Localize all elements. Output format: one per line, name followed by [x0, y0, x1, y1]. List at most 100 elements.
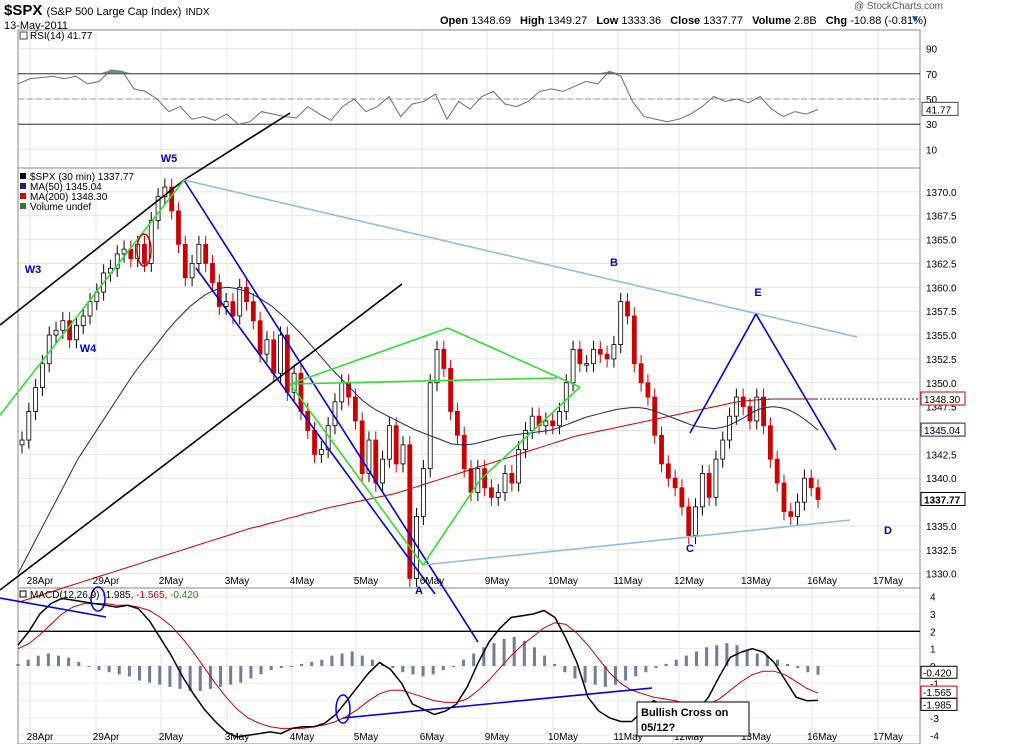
- candle-body: [727, 415, 732, 441]
- ma50-line: [17, 286, 819, 574]
- x-axis-tick-label: 13May: [741, 576, 771, 587]
- candle-body: [706, 473, 712, 498]
- channel-upper-line: [0, 179, 185, 326]
- candle-body: [774, 458, 780, 484]
- x-axis-tick-label: 5May: [354, 576, 378, 587]
- macd-histogram-bar: [462, 659, 466, 666]
- price-legend-swatch: [20, 193, 26, 199]
- macd-x-axis-tick-label: 11May: [613, 732, 642, 743]
- macd-histogram-bar: [77, 661, 81, 666]
- macd-x-axis-tick-label: 13May: [741, 732, 771, 743]
- candle-body: [591, 348, 596, 365]
- candle-body: [196, 243, 202, 264]
- macd-histogram-bar: [188, 666, 192, 691]
- x-axis-tick-label: 11May: [613, 576, 642, 587]
- macd-histogram-bar: [806, 666, 810, 673]
- candle-body: [550, 420, 556, 427]
- stat-value-low: 1333.36: [621, 15, 665, 27]
- macd-histogram-bar: [269, 666, 273, 671]
- candle-body: [53, 329, 59, 336]
- rsi-tick-label: 10: [926, 145, 938, 156]
- macd-histogram-bar: [97, 666, 101, 671]
- macd-histogram-bar: [259, 666, 263, 675]
- macd-histogram-bar: [705, 647, 709, 666]
- candle-body: [189, 263, 195, 279]
- candle-body: [67, 320, 73, 341]
- macd-histogram-bar: [16, 663, 20, 666]
- macd-histogram-bar: [421, 666, 425, 677]
- candle-body: [693, 506, 698, 536]
- x-axis-tick-label: 2May: [159, 576, 183, 587]
- macd-divergence-line: [342, 687, 653, 719]
- macd-histogram-bar: [684, 655, 688, 666]
- wave-label-w4: W4: [80, 343, 97, 355]
- macd-x-axis-tick-label: 2May: [159, 732, 183, 743]
- macd-tick-label: 2: [930, 627, 936, 638]
- index-name: (S&P 500 Large Cap Index): [46, 6, 182, 18]
- candle-body: [148, 220, 154, 264]
- macd-histogram-bar: [654, 666, 658, 669]
- macd-histogram-bar: [624, 666, 628, 681]
- candle-body: [618, 301, 624, 345]
- candle-body: [767, 425, 773, 460]
- macd-x-axis-tick-label: 6May: [420, 732, 444, 743]
- stat-label-low: Low: [596, 15, 622, 27]
- macd-tick-label: -3: [930, 714, 939, 725]
- rsi-legend: RSI(14) 41.77: [30, 31, 93, 42]
- macd-histogram-bar: [138, 666, 142, 681]
- candle-body: [427, 382, 433, 470]
- stat-label-high: High: [520, 15, 548, 27]
- wave-label-e: E: [754, 287, 761, 299]
- wave-label-b: B: [610, 257, 618, 269]
- macd-histogram-bar: [208, 666, 212, 689]
- macd-histogram-bar: [229, 666, 233, 685]
- price-tick-label: 1360.0: [926, 283, 957, 294]
- candle-body: [781, 482, 787, 513]
- macd-histogram-bar: [320, 659, 324, 666]
- candle-body: [257, 320, 263, 355]
- wedge-line: [0, 179, 185, 416]
- candle-body: [733, 396, 739, 417]
- candle-body: [713, 458, 719, 498]
- ma200-line: [17, 398, 818, 603]
- candle-body: [611, 344, 617, 360]
- close-value-box: [920, 492, 966, 507]
- candle-body: [808, 477, 814, 489]
- candle-body: [264, 339, 270, 355]
- macd-legend-part: -0.420: [170, 590, 199, 601]
- candle-body: [142, 243, 147, 264]
- wave-e-line: [689, 313, 757, 434]
- macd-histogram-bar: [725, 643, 729, 666]
- candle-body: [468, 468, 474, 493]
- candle-body: [210, 263, 215, 283]
- price-legend-swatch: [20, 173, 26, 179]
- macd-divergence-line: [0, 597, 107, 618]
- candle-body: [386, 425, 392, 460]
- candle-body: [339, 382, 345, 403]
- candle-body: [529, 415, 535, 431]
- green-triangle-line: [289, 377, 558, 385]
- price-tick-label: 1335.0: [926, 522, 957, 533]
- candle-body: [421, 468, 426, 517]
- candle-body: [393, 425, 399, 465]
- macd-legend-part: -1.565,: [136, 590, 170, 601]
- chevron-down-icon[interactable]: ▼: [910, 14, 920, 25]
- x-axis-tick-label: 4May: [290, 576, 314, 587]
- price-tick-label: 1342.5: [926, 450, 957, 461]
- highlight-ellipse: [90, 586, 106, 612]
- macd-value-label: -0.420: [923, 668, 952, 679]
- candle-body: [604, 353, 610, 360]
- wave-label-w5: W5: [161, 153, 178, 165]
- price-tick-label: 1340.0: [926, 474, 957, 485]
- x-axis-tick-label: 10May: [548, 576, 578, 587]
- candle-body: [795, 501, 800, 517]
- macd-histogram-bar: [674, 659, 678, 666]
- candle-body: [87, 301, 93, 317]
- candle-body: [584, 363, 590, 366]
- wave-label-d: D: [884, 525, 892, 537]
- wave-e-line: [755, 313, 837, 451]
- macd-x-axis-tick-label: 28Apr: [27, 732, 54, 743]
- stat-value-close: 1337.77: [703, 15, 747, 27]
- candle-body: [625, 301, 630, 317]
- macd-histogram-bar: [735, 645, 739, 666]
